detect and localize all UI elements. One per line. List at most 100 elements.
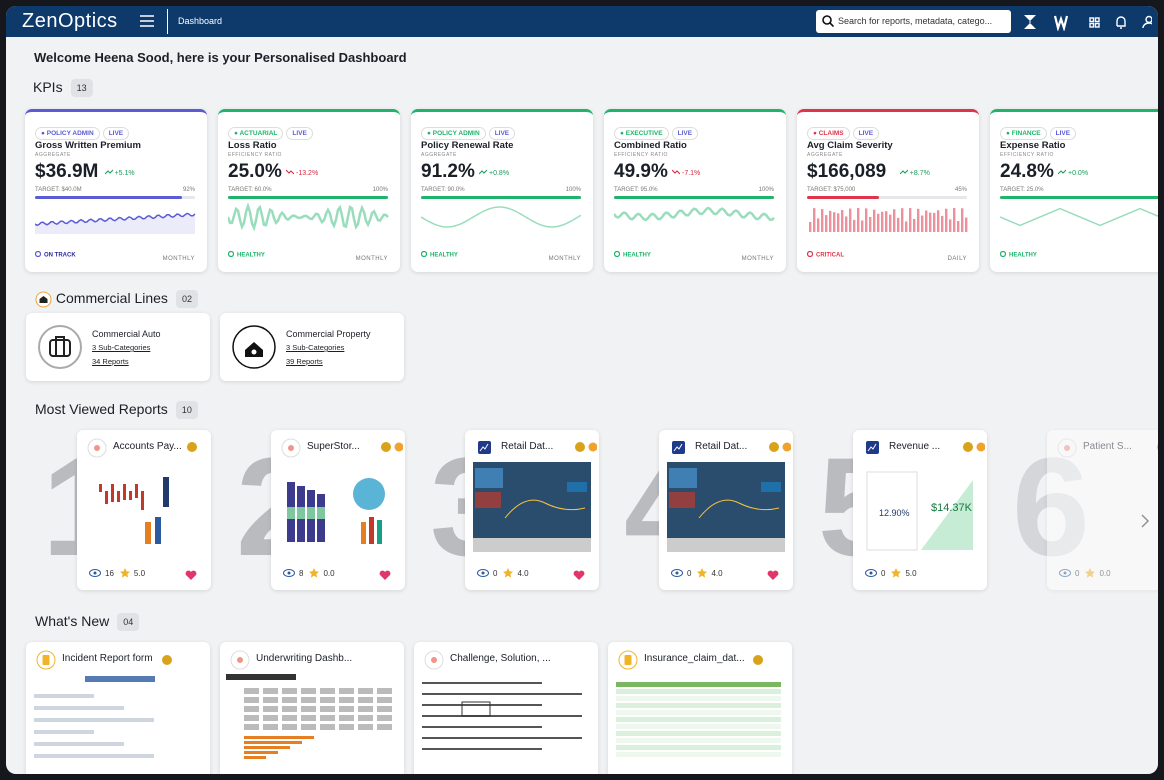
star-icon (309, 568, 320, 580)
category-card[interactable]: Commercial Property 3 Sub-Categories 39 Re… (220, 313, 404, 381)
sparkline (34, 212, 196, 234)
kpi-name: Expense Ratio (1000, 140, 1066, 151)
kpi-status: HEALTHY (999, 250, 1037, 259)
kpi-name: Gross Written Premium (35, 140, 141, 151)
category-tag: ● EXECUTIVE (614, 127, 669, 140)
trend-icon (104, 169, 113, 175)
kpi-card[interactable]: ● FINANCE LIVE Expense Ratio EFFICIENCY RAT… (990, 109, 1158, 272)
whats-new-card[interactable]: Incident Report form (26, 642, 210, 774)
whats-new-card[interactable]: Insurance_claim_dat... (608, 642, 792, 774)
kpi-change: -7.1% (671, 169, 700, 177)
views-icon (1059, 569, 1071, 579)
kpi-subtitle: EFFICIENCY RATIO (614, 152, 668, 158)
report-icon (87, 438, 107, 463)
verified-badge (753, 655, 763, 665)
views-icon (89, 569, 101, 577)
badges (963, 441, 986, 459)
search-placeholder: Search for reports, metadata, catego... (838, 16, 993, 26)
status-text: HEALTHY (623, 252, 651, 259)
report-card[interactable]: Retail Dat... 0 4.0 (465, 430, 599, 590)
rating: 0.0 (1099, 569, 1111, 579)
kpi-card[interactable]: ● POLICY ADMIN LIVE Policy Renewal Rate AGG… (411, 109, 593, 272)
badges (963, 442, 986, 452)
report-title[interactable]: Challenge, Solution, ... (450, 653, 551, 664)
report-title[interactable]: Underwriting Dashb... (256, 653, 353, 664)
logo[interactable]: ZenOptics (22, 10, 118, 32)
report-stats: 0 0.0 (1059, 568, 1111, 580)
report-title[interactable]: SuperStor... (307, 441, 360, 452)
star-icon (697, 568, 708, 578)
report-stats: 16 5.0 (89, 568, 145, 580)
kpi-subtitle: AGGREGATE (807, 152, 843, 158)
category-icon (231, 324, 277, 375)
kpi-period: MONTHLY (741, 256, 774, 262)
trend-icon (285, 169, 295, 175)
status-icon (806, 250, 814, 259)
report-title[interactable]: Accounts Pay... (113, 441, 182, 452)
report-title[interactable]: Retail Dat... (501, 441, 554, 452)
progress-fill (35, 196, 183, 199)
category-icon (232, 325, 276, 369)
report-card[interactable]: Accounts Pay... 16 5.0 (77, 430, 211, 590)
report-title[interactable]: Retail Dat... (695, 441, 748, 452)
sparkline (613, 202, 776, 239)
badges (769, 441, 792, 459)
live-tag: LIVE (488, 127, 516, 140)
menu-icon[interactable] (140, 15, 154, 27)
category-card[interactable]: Commercial Auto 3 Sub-Categories 34 Report… (26, 313, 210, 381)
count-badge: 13 (70, 79, 93, 98)
report-title[interactable]: Insurance_claim_dat... (644, 653, 745, 664)
report-card[interactable]: Revenue ... 12.90% $14.37K 0 5.0 (853, 430, 987, 590)
welcome: Welcome Heena Sood, here is your Persona… (34, 50, 407, 65)
trend-icon (1057, 169, 1067, 175)
kpi-change: +5.1% (104, 169, 135, 177)
report-card[interactable]: Patient S... 0 0.0 (1047, 430, 1158, 590)
badges (381, 441, 404, 459)
reports-link[interactable]: 39 Reports (286, 357, 323, 366)
progress-label: 100% (372, 187, 388, 193)
search-box[interactable]: Search for reports, metadata, catego... (816, 10, 1011, 33)
category-name: Commercial Auto (92, 329, 161, 339)
sub-categories-link[interactable]: 3 Sub-Categories (286, 343, 345, 352)
progress-fill (807, 196, 879, 199)
report-stats: 0 4.0 (671, 568, 723, 580)
report-stats: 0 5.0 (865, 568, 917, 580)
sparkline (226, 202, 390, 239)
top-bar: ZenOptics Dashboard Search for reports, … (6, 6, 1158, 37)
star-icon (891, 568, 902, 578)
toolbar-icons[interactable] (1022, 13, 1152, 31)
section-title: Most Viewed Reports (35, 401, 168, 417)
report-card[interactable]: SuperStor... 8 0.0 (271, 430, 405, 590)
report-title[interactable]: Incident Report form (62, 653, 153, 664)
kpi-status: CRITICAL (806, 250, 844, 259)
report-card[interactable]: Retail Dat... 0 4.0 (659, 430, 793, 590)
thumbnail (473, 462, 591, 552)
status-icon (227, 250, 235, 258)
whats-new-card[interactable]: Underwriting Dashb... (220, 642, 404, 774)
progress-label: 100% (758, 187, 774, 193)
kpi-card[interactable]: ● CLAIMS LIVE Avg Claim Severity AGGREGATE $… (797, 109, 979, 272)
views-icon (477, 569, 489, 577)
progress-track (807, 196, 967, 199)
kpi-card[interactable]: ● EXECUTIVE LIVE Combined Ratio EFFICIENCY … (604, 109, 786, 272)
whats-new-card[interactable]: Challenge, Solution, ... (414, 642, 598, 774)
tags: ● POLICY ADMIN LIVE (35, 122, 132, 140)
views-count: 0 (687, 569, 692, 579)
reports-link[interactable]: 34 Reports (92, 357, 129, 366)
report-title[interactable]: Patient S... (1083, 441, 1132, 452)
badges (575, 442, 598, 452)
kpi-card[interactable]: ● ACTUARIAL LIVE Loss Ratio EFFICIENCY RATI… (218, 109, 400, 272)
report-icon (866, 441, 879, 454)
kpi-period: MONTHLY (355, 256, 388, 262)
kpi-name: Combined Ratio (614, 140, 687, 151)
kpi-card[interactable]: ● POLICY ADMIN LIVE Gross Written Premium A… (25, 109, 207, 272)
sub-categories-link[interactable]: 3 Sub-Categories (92, 343, 151, 352)
section-title: Commercial Lines (55, 290, 168, 306)
report-title[interactable]: Revenue ... (889, 441, 941, 452)
sparkline (999, 202, 1158, 239)
progress-track (1000, 196, 1158, 199)
progress-fill (228, 196, 388, 199)
views-icon (283, 569, 295, 579)
trend-icon (671, 169, 681, 175)
tags: ● EXECUTIVE LIVE (614, 122, 701, 140)
